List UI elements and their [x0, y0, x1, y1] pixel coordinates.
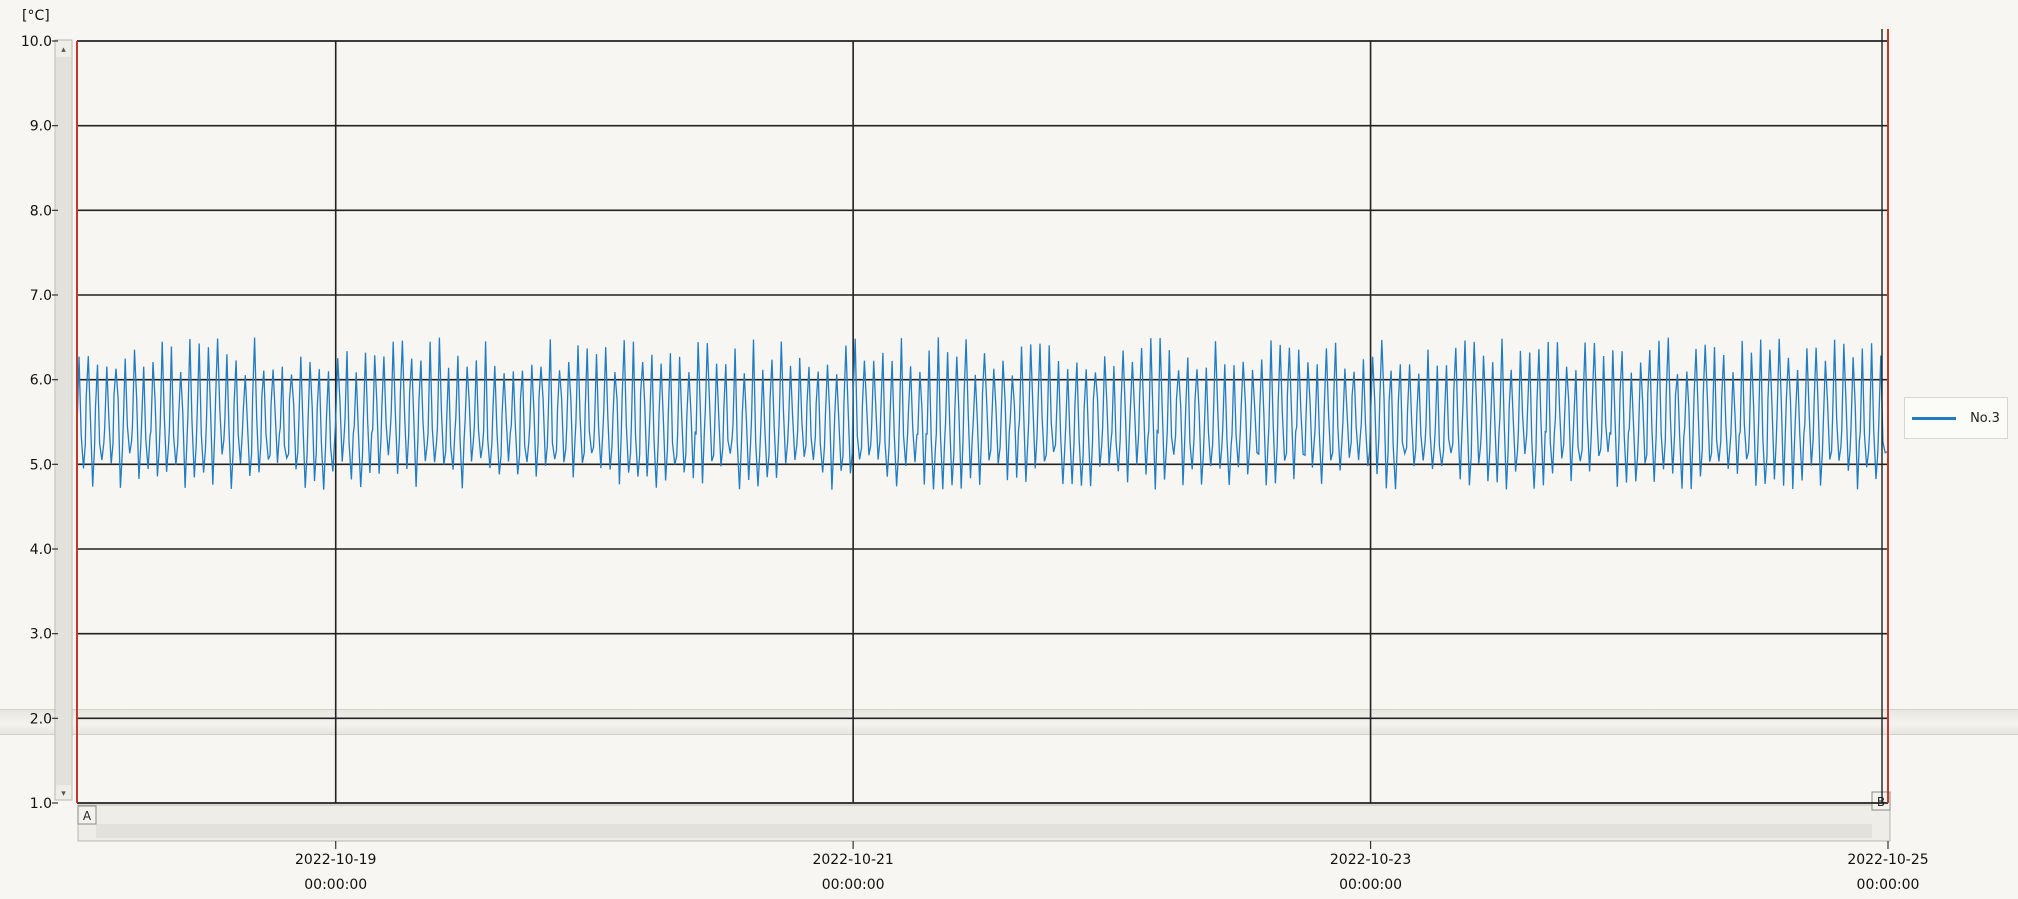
cursor-b-marker[interactable]: B	[1871, 791, 1891, 811]
svg-text:▾: ▾	[61, 789, 66, 799]
y-tick-label: 10.0	[21, 34, 52, 50]
y-tick-label: 5.0	[30, 457, 52, 473]
y-tick-label: 7.0	[30, 288, 52, 304]
x-scrollbar[interactable]	[77, 804, 1891, 842]
x-tick-time: 00:00:00	[304, 877, 367, 893]
svg-text:▴: ▴	[61, 45, 66, 55]
y-axis: 10.0 9.0 8.0 7.0 6.0 5.0 4.0 3.0 2.0 1.0	[21, 34, 58, 812]
y-tick-label: 1.0	[30, 796, 52, 812]
y-tick-label: 8.0	[30, 203, 52, 219]
x-tick-date: 2022-10-23	[1330, 852, 1411, 868]
cursor-a-marker[interactable]: A	[77, 805, 97, 825]
y-tick-label: 3.0	[30, 627, 52, 643]
series-line-no3	[76, 337, 1888, 490]
x-tick-time: 00:00:00	[1857, 877, 1920, 893]
y-tick-label: 9.0	[30, 119, 52, 135]
y-tick-label: 4.0	[30, 542, 52, 558]
x-axis: 2022-10-19 00:00:00 2022-10-21 00:00:00 2022…	[295, 841, 1929, 893]
x-tick-date: 2022-10-19	[295, 852, 376, 868]
legend-label: No.3	[1970, 410, 2000, 426]
legend-swatch	[1912, 416, 1957, 420]
y-scrollbar[interactable]: ▴ ▾	[54, 39, 73, 801]
y-tick-label: 6.0	[30, 373, 52, 389]
x-tick-time: 00:00:00	[1339, 877, 1402, 893]
unit-label: [°C]	[22, 8, 50, 24]
x-tick-time: 00:00:00	[822, 877, 885, 893]
cursor-a-label: A	[83, 809, 92, 823]
x-tick-date: 2022-10-21	[812, 852, 893, 868]
x-tick-date: 2022-10-25	[1847, 852, 1928, 868]
plot-frame	[76, 29, 1889, 804]
y-tick-label: 2.0	[30, 711, 52, 727]
legend: No.3	[1904, 397, 2008, 439]
series-layer	[76, 337, 1888, 490]
cursor-b-label: B	[1877, 795, 1885, 809]
